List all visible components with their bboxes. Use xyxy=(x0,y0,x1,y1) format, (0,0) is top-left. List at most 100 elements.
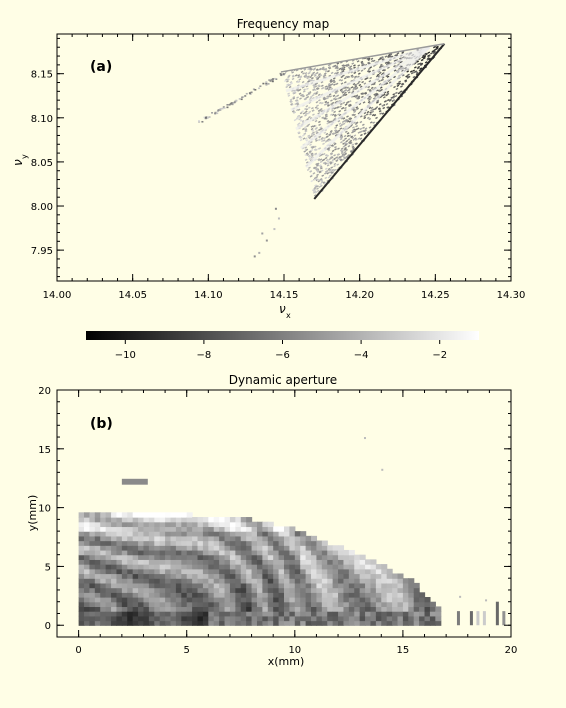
aperture-cell xyxy=(121,535,128,542)
tail-point xyxy=(275,78,278,80)
aperture-cell xyxy=(348,549,355,556)
aperture-cell xyxy=(78,597,85,603)
frequency-point xyxy=(377,58,381,61)
aperture-cell xyxy=(94,540,101,546)
frequency-point xyxy=(313,166,317,170)
aperture-cell xyxy=(89,549,96,556)
aperture-cell xyxy=(224,606,231,612)
aperture-cell xyxy=(165,535,172,542)
frequency-point xyxy=(317,73,321,77)
frequency-point xyxy=(344,142,348,145)
frequency-point xyxy=(324,68,328,71)
aperture-cell xyxy=(305,587,312,593)
aperture-cell xyxy=(235,535,242,542)
aperture-cell xyxy=(365,615,372,622)
aperture-cell xyxy=(175,620,182,626)
aperture-cell xyxy=(321,601,328,608)
aperture-cell xyxy=(348,601,355,608)
frequency-point xyxy=(327,85,331,89)
frequency-point xyxy=(387,54,391,58)
aperture-cell xyxy=(408,592,415,598)
frequency-point xyxy=(354,138,358,141)
aperture-cell xyxy=(381,615,388,622)
aperture-cell xyxy=(105,578,112,584)
aperture-cell xyxy=(316,549,323,556)
aperture-cell xyxy=(273,568,280,575)
colorbar-ticks: −10 −8 −6 −4 −2 xyxy=(115,340,447,361)
frequency-point xyxy=(291,110,295,113)
aperture-cell xyxy=(213,545,220,551)
frequency-point xyxy=(392,95,396,98)
frequency-point xyxy=(314,184,318,187)
aperture-cell xyxy=(338,582,345,589)
frequency-point xyxy=(349,65,353,68)
frequency-point xyxy=(346,134,350,138)
frequency-point xyxy=(319,165,323,169)
aperture-cell xyxy=(338,559,345,565)
aperture-cell xyxy=(332,615,339,622)
aperture-cell xyxy=(154,512,161,518)
aperture-cell xyxy=(321,587,328,593)
aperture-cell xyxy=(165,606,172,612)
aperture-cell xyxy=(273,606,280,612)
frequency-point xyxy=(330,144,334,147)
frequency-point xyxy=(313,72,317,76)
frequency-point xyxy=(398,82,401,86)
aperture-cell xyxy=(170,526,177,532)
frequency-point xyxy=(307,92,311,96)
aperture-cell xyxy=(186,535,193,542)
aperture-cell xyxy=(121,587,128,593)
aperture-cell xyxy=(197,606,204,612)
aperture-cell xyxy=(229,517,236,523)
frequency-point xyxy=(379,86,383,89)
frequency-point xyxy=(321,116,325,119)
frequency-point xyxy=(322,97,326,100)
frequency-point xyxy=(293,111,297,114)
diffusion-streak xyxy=(295,45,431,131)
aperture-cell xyxy=(105,587,112,593)
aperture-cell xyxy=(175,549,182,556)
aperture-cell xyxy=(181,606,188,612)
aperture-cell xyxy=(154,573,161,579)
aperture-cell xyxy=(186,597,193,603)
frequency-point xyxy=(346,63,350,66)
frequency-point xyxy=(401,69,404,72)
aperture-cell xyxy=(100,620,107,626)
aperture-cell xyxy=(132,606,139,612)
aperture-cell xyxy=(370,597,377,603)
aperture-cell xyxy=(408,615,415,622)
aperture-cell xyxy=(100,568,107,575)
tail-point xyxy=(265,83,268,86)
frequency-point xyxy=(297,122,301,125)
aperture-cell xyxy=(181,587,188,593)
frequency-point xyxy=(289,98,293,101)
frequency-point xyxy=(346,86,349,89)
aperture-cell xyxy=(148,540,155,546)
aperture-cell xyxy=(256,611,263,617)
frequency-point xyxy=(335,124,339,127)
aperture-cell xyxy=(256,521,263,528)
aperture-cell xyxy=(235,564,242,570)
aperture-cell xyxy=(321,564,328,570)
aperture-cell xyxy=(267,559,274,565)
aperture-cell xyxy=(284,559,291,565)
aperture-cell xyxy=(381,611,388,617)
aperture-cell xyxy=(170,582,177,589)
aperture-cell xyxy=(338,578,345,584)
aperture-cell xyxy=(332,573,339,579)
frequency-point xyxy=(357,137,361,140)
tail-point xyxy=(249,93,252,95)
frequency-point xyxy=(369,66,373,69)
aperture-cell xyxy=(148,615,155,622)
aperture-cell xyxy=(111,512,118,518)
frequency-point xyxy=(342,66,346,69)
frequency-point xyxy=(298,92,302,95)
frequency-point xyxy=(356,82,360,85)
aperture-cell xyxy=(311,615,318,622)
aperture-cell xyxy=(294,531,301,537)
aperture-cell xyxy=(332,592,339,598)
aperture-cell xyxy=(381,587,388,593)
frequency-point xyxy=(420,58,424,62)
aperture-cell xyxy=(402,601,409,608)
aperture-cell xyxy=(256,535,263,542)
